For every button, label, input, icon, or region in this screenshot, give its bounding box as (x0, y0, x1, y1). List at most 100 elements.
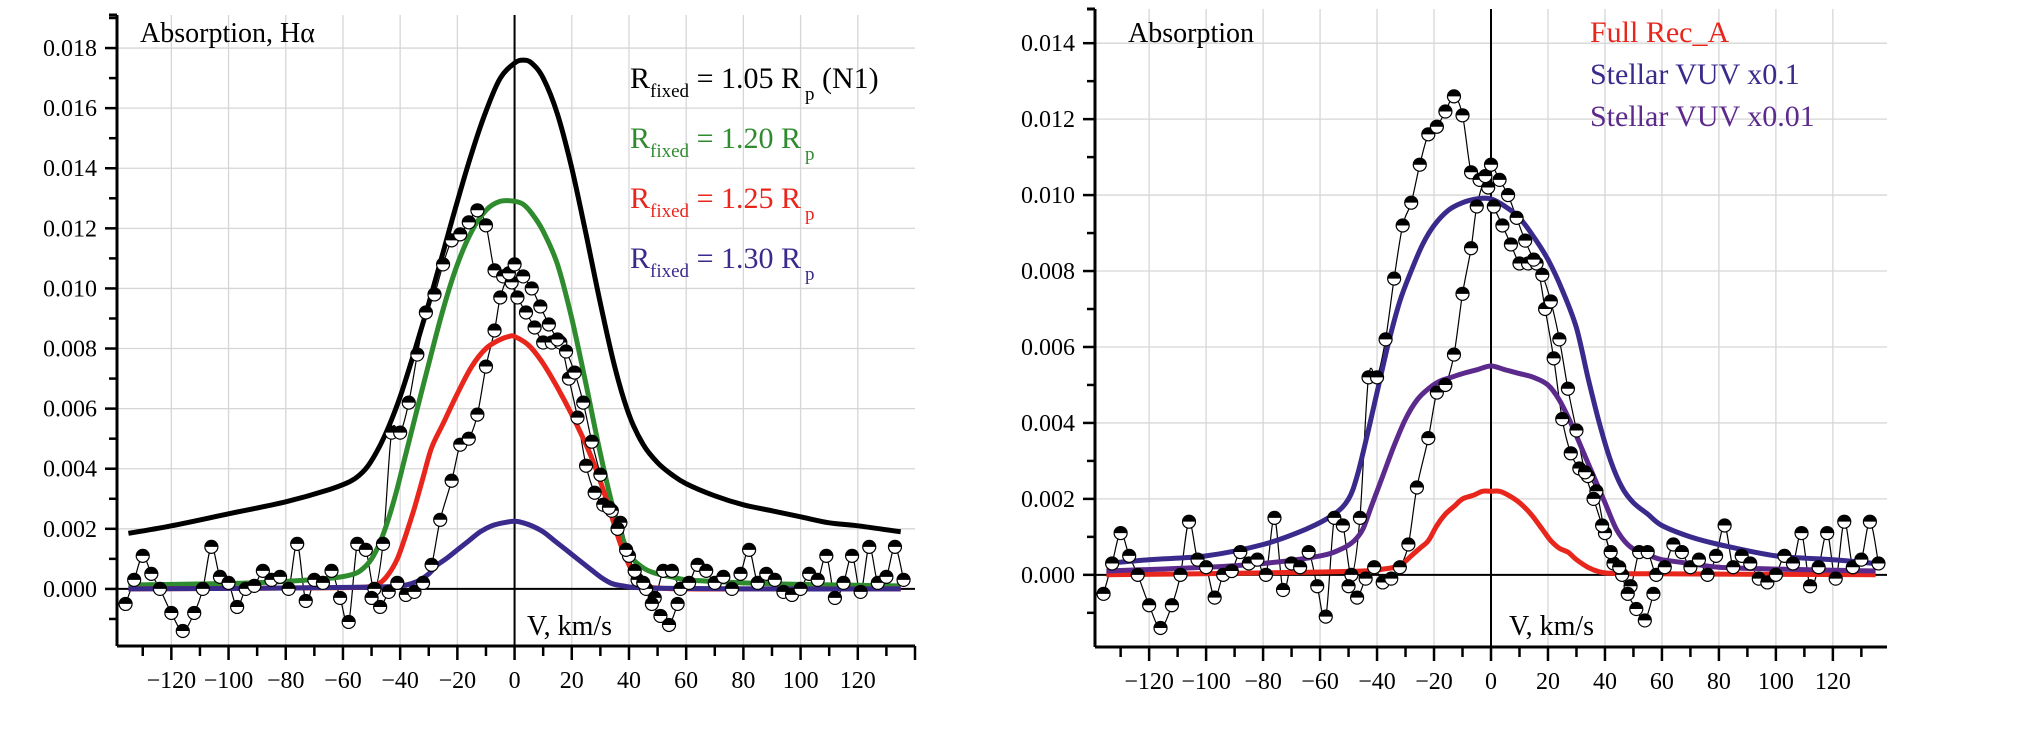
observation-a-point (1395, 218, 1410, 233)
y-tick-label: 0.000 (1021, 563, 1075, 589)
observation-a-point (1258, 567, 1274, 582)
observation-a-point (1301, 544, 1316, 560)
x-tick-label: −100 (204, 668, 254, 694)
observation-b-point (1421, 431, 1436, 446)
x-axis-label: V, km/s (527, 611, 612, 642)
observation-a-point (1335, 518, 1350, 533)
observation-a-point (578, 458, 594, 473)
observation-a-point (461, 215, 476, 230)
observation-a-point (375, 536, 391, 551)
observation-a-point (315, 575, 331, 591)
y-tick-label: 0.006 (1021, 335, 1075, 361)
observation-b-point (1526, 252, 1541, 267)
observation-a-point (1352, 510, 1368, 525)
observation-a-point (187, 605, 202, 621)
x-tick-label: 100 (783, 668, 819, 694)
observation-a-point (587, 485, 602, 500)
legend: Full Rec_A Stellar VUV x0.1 Stellar VUV x0… (1590, 16, 1815, 133)
observation-a-point (1463, 165, 1479, 180)
observation-b-point (516, 269, 531, 284)
observation-b-point (627, 563, 642, 578)
observation-a-point (247, 578, 262, 594)
observation-b-point (1577, 465, 1593, 480)
observation-a-point (255, 563, 270, 578)
observation-a-point (1310, 579, 1325, 594)
observation-a-point (750, 575, 765, 591)
observation-b-point (653, 608, 668, 624)
x-tick-label: 80 (1707, 669, 1731, 695)
observation-b-point (550, 332, 565, 347)
observation-a-point (1862, 514, 1878, 529)
observation-a-point (1387, 271, 1402, 286)
observation-b-point (390, 575, 405, 591)
y-tick-label: 0.004 (1021, 411, 1075, 437)
observation-b-point (1492, 172, 1507, 187)
observation-a-point (341, 614, 356, 630)
observation-a-point (664, 563, 679, 578)
observation-a-point (1640, 544, 1655, 560)
observation-a-point (1657, 560, 1672, 575)
observation-b-point (1409, 480, 1425, 495)
observation-a-point (1378, 332, 1393, 347)
observation-a-point (358, 542, 373, 557)
y-tick-label: 0.008 (43, 337, 97, 363)
observation-a-point (1794, 525, 1809, 541)
observation-b-point (487, 323, 502, 338)
observation-a-point (401, 395, 416, 410)
observation-a-point (1275, 582, 1291, 598)
x-tick-label: −120 (1124, 669, 1174, 695)
x-tick-label: −120 (147, 668, 197, 694)
y-tick-label: 0.006 (43, 397, 97, 423)
observation-a-point (1369, 370, 1385, 385)
observation-b-point (644, 596, 659, 612)
observation-a-point (144, 566, 159, 581)
observation-a-point (836, 575, 851, 591)
observation-b-point (1603, 544, 1618, 560)
observation-a-point (896, 572, 911, 587)
x-tick-label: 80 (731, 668, 755, 694)
observation-a-point (272, 569, 288, 584)
x-tick-label: 120 (1815, 669, 1851, 695)
observation-a-point (862, 539, 877, 554)
observation-b-point (1595, 518, 1610, 533)
observation-a-point (1096, 586, 1111, 601)
observation-a-point (1173, 567, 1188, 582)
observation-a-point (1546, 351, 1561, 366)
x-tick-label: 40 (617, 668, 641, 694)
observation-a-point (1164, 598, 1180, 613)
observation-b-point (533, 299, 548, 314)
observation-b-point (1629, 601, 1644, 617)
series-line-0 (127, 57, 902, 536)
x-tick-label: 60 (674, 668, 698, 694)
observation-a-point (230, 599, 245, 615)
observation-b-point (636, 575, 651, 591)
observation-a-point (453, 227, 468, 242)
observation-a-point (699, 563, 714, 578)
observation-a-point (1318, 609, 1333, 624)
x-tick-label: −20 (439, 668, 477, 694)
observation-b-point (1646, 586, 1661, 601)
observation-a-point (1122, 548, 1137, 563)
observation-a-point (1130, 567, 1145, 582)
observation-a-point (724, 581, 740, 597)
observation-a-point (879, 569, 894, 584)
observation-a-point (1563, 446, 1578, 461)
observation-a-point (844, 548, 860, 563)
observation-a-point (1421, 127, 1436, 142)
observation-a-point (716, 569, 731, 584)
observation-a-point (1820, 525, 1835, 541)
y-tick-label: 0.002 (43, 517, 97, 543)
observation-b-point (1384, 571, 1399, 586)
observation-b-point (558, 344, 574, 359)
observation-a-point (887, 539, 903, 554)
observation-a-point (281, 581, 296, 597)
legend-entry: Stellar VUV x0.01 (1590, 100, 1815, 133)
observation-a-point (1785, 556, 1801, 571)
observation-a-point (527, 320, 542, 335)
observation-b-point (1543, 294, 1558, 309)
observation-a-point (324, 563, 339, 578)
observation-b-point (493, 290, 508, 305)
observation-b-point (610, 521, 625, 536)
